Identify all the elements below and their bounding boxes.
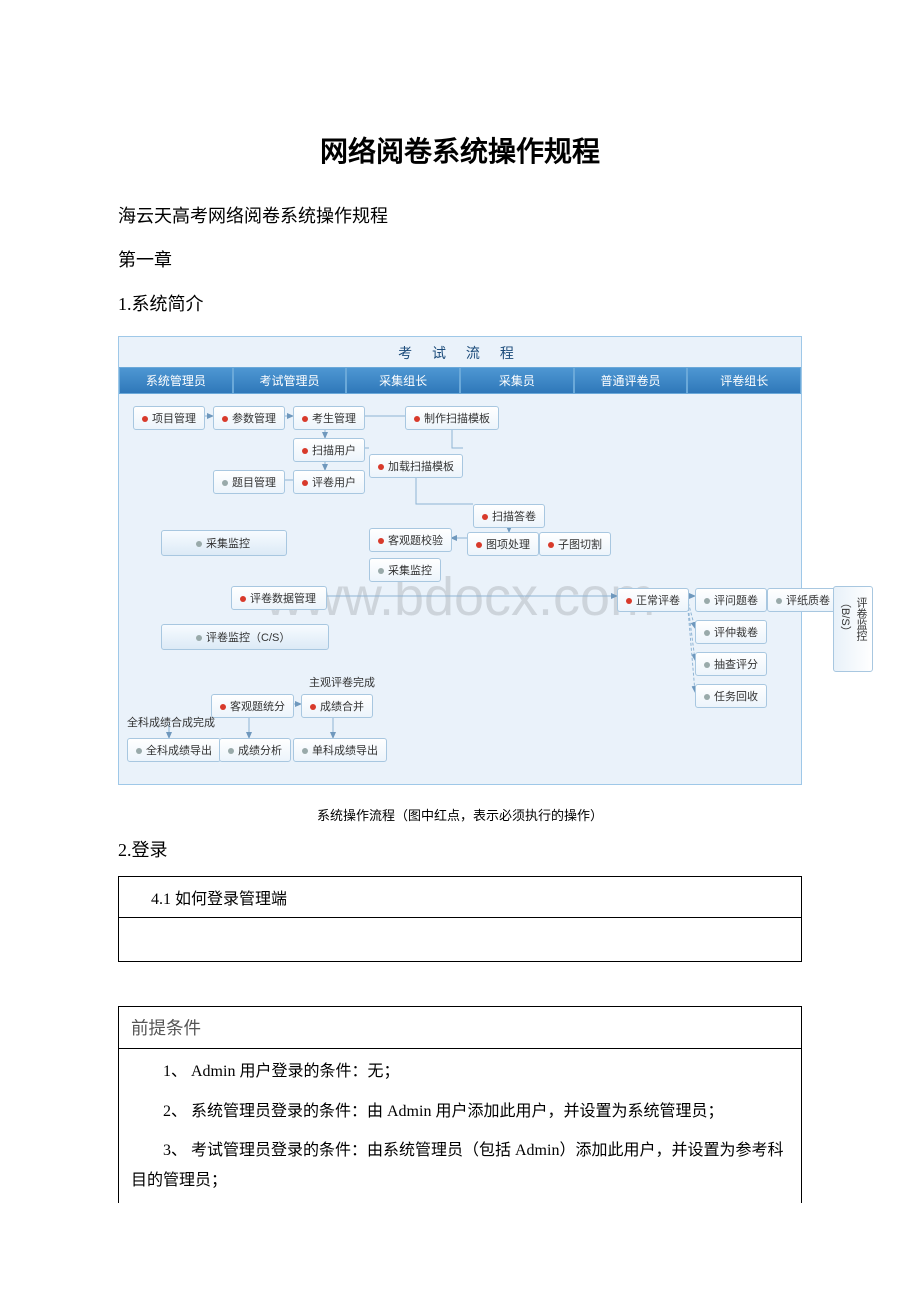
flowchart-caption: 系统操作流程（图中红点，表示必须执行的操作） — [118, 805, 802, 824]
table-empty-cell — [119, 918, 802, 962]
flow-node: 任务回收 — [695, 684, 767, 708]
chapter-heading: 第一章 — [118, 242, 802, 278]
precondition-title: 前提条件 — [119, 1007, 802, 1049]
flow-node: 评仲裁卷 — [695, 620, 767, 644]
col-header: 采集员 — [460, 367, 574, 394]
flow-node: 项目管理 — [133, 406, 205, 430]
flow-side-label: 评卷监控（B/S） — [833, 586, 873, 672]
subtitle-text: 海云天高考网络阅卷系统操作规程 — [118, 198, 802, 234]
flowchart-container: 考 试 流 程 系统管理员 考试管理员 采集组长 采集员 普通评卷员 评卷组长 … — [118, 336, 802, 785]
precondition-item: 3、 考试管理员登录的条件：由系统管理员（包括 Admin）添加此用户，并设置为… — [131, 1136, 789, 1195]
precondition-item: 2、 系统管理员登录的条件：由 Admin 用户添加此用户，并设置为系统管理员； — [131, 1097, 789, 1127]
flow-node: 全科成绩导出 — [127, 738, 221, 762]
col-header: 考试管理员 — [233, 367, 347, 394]
flow-node: 评问题卷 — [695, 588, 767, 612]
flow-node: 客观题统分 — [211, 694, 294, 718]
flow-node: 考生管理 — [293, 406, 365, 430]
preconditions-table: 前提条件 1、 Admin 用户登录的条件：无； 2、 系统管理员登录的条件：由… — [118, 1006, 802, 1203]
flow-node: 扫描用户 — [293, 438, 365, 462]
flow-node: 题目管理 — [213, 470, 285, 494]
flow-node: 客观题校验 — [369, 528, 452, 552]
col-header: 采集组长 — [346, 367, 460, 394]
flow-text: 主观评卷完成 — [309, 674, 375, 690]
flow-node: 评卷用户 — [293, 470, 365, 494]
section-1-heading: 1.系统简介 — [118, 286, 802, 322]
flow-node: 评纸质卷 — [767, 588, 839, 612]
flow-node: 采集监控 — [369, 558, 441, 582]
flow-node: 采集监控 — [161, 530, 287, 556]
flow-node: 扫描答卷 — [473, 504, 545, 528]
flow-node: 制作扫描模板 — [405, 406, 499, 430]
flow-node: 加载扫描模板 — [369, 454, 463, 478]
flowchart-title: 考 试 流 程 — [119, 337, 801, 367]
flow-node: 参数管理 — [213, 406, 285, 430]
col-header: 系统管理员 — [119, 367, 233, 394]
flow-node: 评卷数据管理 — [231, 586, 327, 610]
table-cell: 4.1 如何登录管理端 — [119, 877, 802, 918]
flow-node: 单科成绩导出 — [293, 738, 387, 762]
table-cell: 1、 Admin 用户登录的条件：无； 2、 系统管理员登录的条件：由 Admi… — [119, 1049, 802, 1204]
flowchart-header-row: 系统管理员 考试管理员 采集组长 采集员 普通评卷员 评卷组长 — [119, 367, 801, 394]
flow-node: 成绩合并 — [301, 694, 373, 718]
flow-node: 评卷监控（C/S） — [161, 624, 329, 650]
flow-text: 全科成绩合成完成 — [127, 714, 215, 730]
precondition-item: 1、 Admin 用户登录的条件：无； — [131, 1057, 789, 1087]
flow-node: 抽查评分 — [695, 652, 767, 676]
flow-node: 图项处理 — [467, 532, 539, 556]
section-2-heading: 2.登录 — [118, 832, 802, 868]
page-title: 网络阅卷系统操作规程 — [118, 130, 802, 170]
flowchart-body: www.bdocx.com 项目管理参数管理考生管理扫描用户题目管理评卷用户制作… — [119, 394, 801, 784]
flow-node: 子图切割 — [539, 532, 611, 556]
col-header: 普通评卷员 — [574, 367, 688, 394]
howto-login-table: 4.1 如何登录管理端 — [118, 876, 802, 962]
flow-node: 成绩分析 — [219, 738, 291, 762]
flow-node: 正常评卷 — [617, 588, 689, 612]
col-header: 评卷组长 — [687, 367, 801, 394]
